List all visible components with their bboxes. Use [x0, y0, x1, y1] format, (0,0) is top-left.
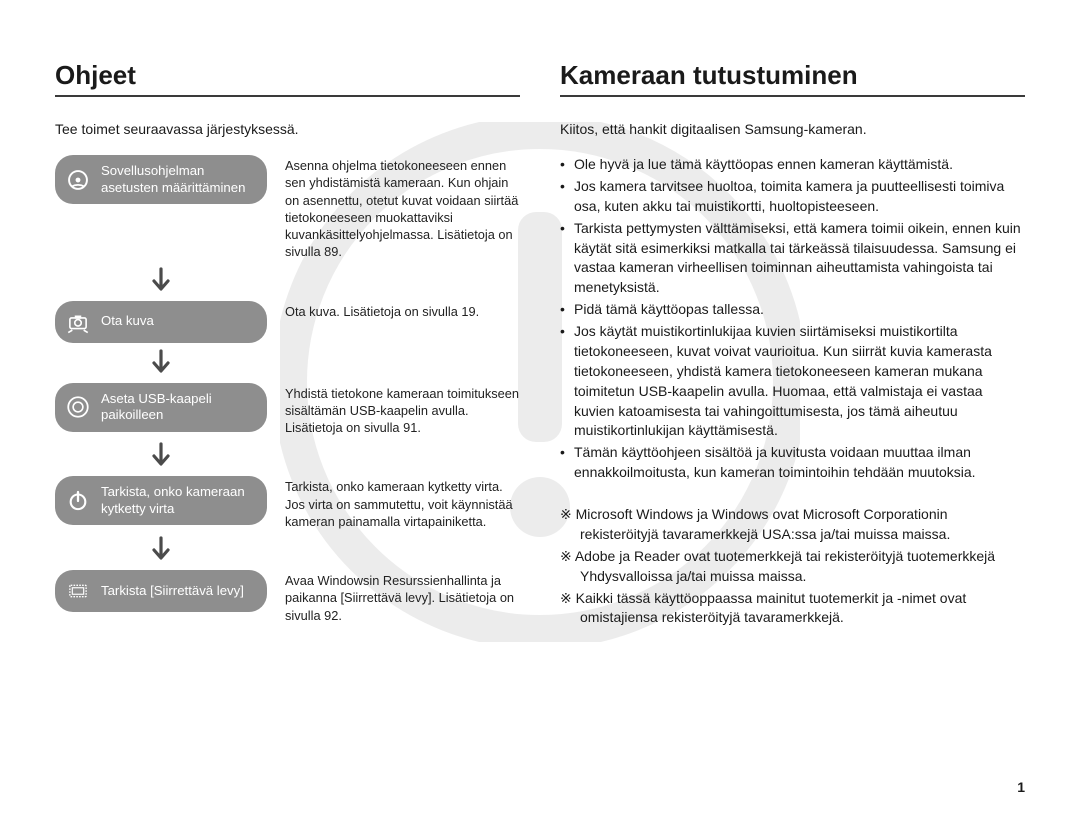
list-item: Pidä tämä käyttöopas tallessa.	[560, 300, 1025, 320]
page-number: 1	[1017, 779, 1025, 795]
list-item: Jos kamera tarvitsee huoltoa, toimita ka…	[560, 177, 1025, 217]
down-arrow-icon	[55, 261, 267, 301]
bullet-list: Ole hyvä ja lue tämä käyttöopas ennen ka…	[560, 155, 1025, 483]
step-desc: Ota kuva. Lisätietoja on sivulla 19.	[285, 301, 479, 320]
down-arrow-icon	[55, 530, 267, 570]
step-row: Aseta USB-kaapeli paikoilleen Yhdistä ti…	[55, 383, 520, 437]
usb-icon	[65, 394, 91, 420]
left-intro: Tee toimet seuraavassa järjestyksessä.	[55, 121, 520, 137]
step-row: Tarkista, onko kameraan kytketty virta T…	[55, 476, 520, 530]
right-column: Kameraan tutustuminen Kiitos, että hanki…	[560, 60, 1025, 630]
trademark-line: ※ Adobe ja Reader ovat tuotemerkkejä tai…	[560, 547, 1025, 587]
trademark-line: ※ Microsoft Windows ja Windows ovat Micr…	[560, 505, 1025, 545]
step-row: Sovellusohjelman asetusten määrittäminen…	[55, 155, 520, 261]
step-pill: Ota kuva	[55, 301, 267, 343]
step-desc: Tarkista, onko kameraan kytketty virta. …	[285, 476, 520, 530]
step-desc: Avaa Windowsin Resurssienhallinta ja pai…	[285, 570, 520, 624]
step-label: Aseta USB-kaapeli paikoilleen	[101, 391, 253, 424]
step-desc: Yhdistä tietokone kameraan toimitukseen …	[285, 383, 520, 437]
step-pill: Sovellusohjelman asetusten määrittäminen	[55, 155, 267, 204]
trademark-line: ※ Kaikki tässä käyttöoppaassa mainitut t…	[560, 589, 1025, 629]
camera-icon	[65, 309, 91, 335]
step-label: Ota kuva	[101, 313, 154, 330]
left-column: Ohjeet Tee toimet seuraavassa järjestyks…	[55, 60, 520, 630]
step-label: Tarkista, onko kameraan kytketty virta	[101, 484, 253, 517]
trademark-block: ※ Microsoft Windows ja Windows ovat Micr…	[560, 505, 1025, 628]
step-label: Sovellusohjelman asetusten määrittäminen	[101, 163, 253, 196]
step-label: Tarkista [Siirrettävä levy]	[101, 583, 244, 600]
down-arrow-icon	[55, 436, 267, 476]
list-item: Jos käytät muistikortinlukijaa kuvien si…	[560, 322, 1025, 441]
step-row: Ota kuva Ota kuva. Lisätietoja on sivull…	[55, 301, 520, 343]
step-pill: Tarkista, onko kameraan kytketty virta	[55, 476, 267, 525]
list-item: Ole hyvä ja lue tämä käyttöopas ennen ka…	[560, 155, 1025, 175]
list-item: Tämän käyttöohjeen sisältöä ja kuvitusta…	[560, 443, 1025, 483]
step-pill: Tarkista [Siirrettävä levy]	[55, 570, 267, 612]
disc-icon	[65, 167, 91, 193]
left-heading: Ohjeet	[55, 60, 520, 97]
step-desc: Asenna ohjelma tietokoneeseen ennen sen …	[285, 155, 520, 261]
list-item: Tarkista pettymysten välttämiseksi, että…	[560, 219, 1025, 299]
right-heading: Kameraan tutustuminen	[560, 60, 1025, 97]
power-icon	[65, 488, 91, 514]
steps-list: Sovellusohjelman asetusten määrittäminen…	[55, 155, 520, 624]
down-arrow-icon	[55, 343, 267, 383]
drive-icon	[65, 578, 91, 604]
step-row: Tarkista [Siirrettävä levy] Avaa Windows…	[55, 570, 520, 624]
step-pill: Aseta USB-kaapeli paikoilleen	[55, 383, 267, 432]
right-intro: Kiitos, että hankit digitaalisen Samsung…	[560, 121, 1025, 137]
